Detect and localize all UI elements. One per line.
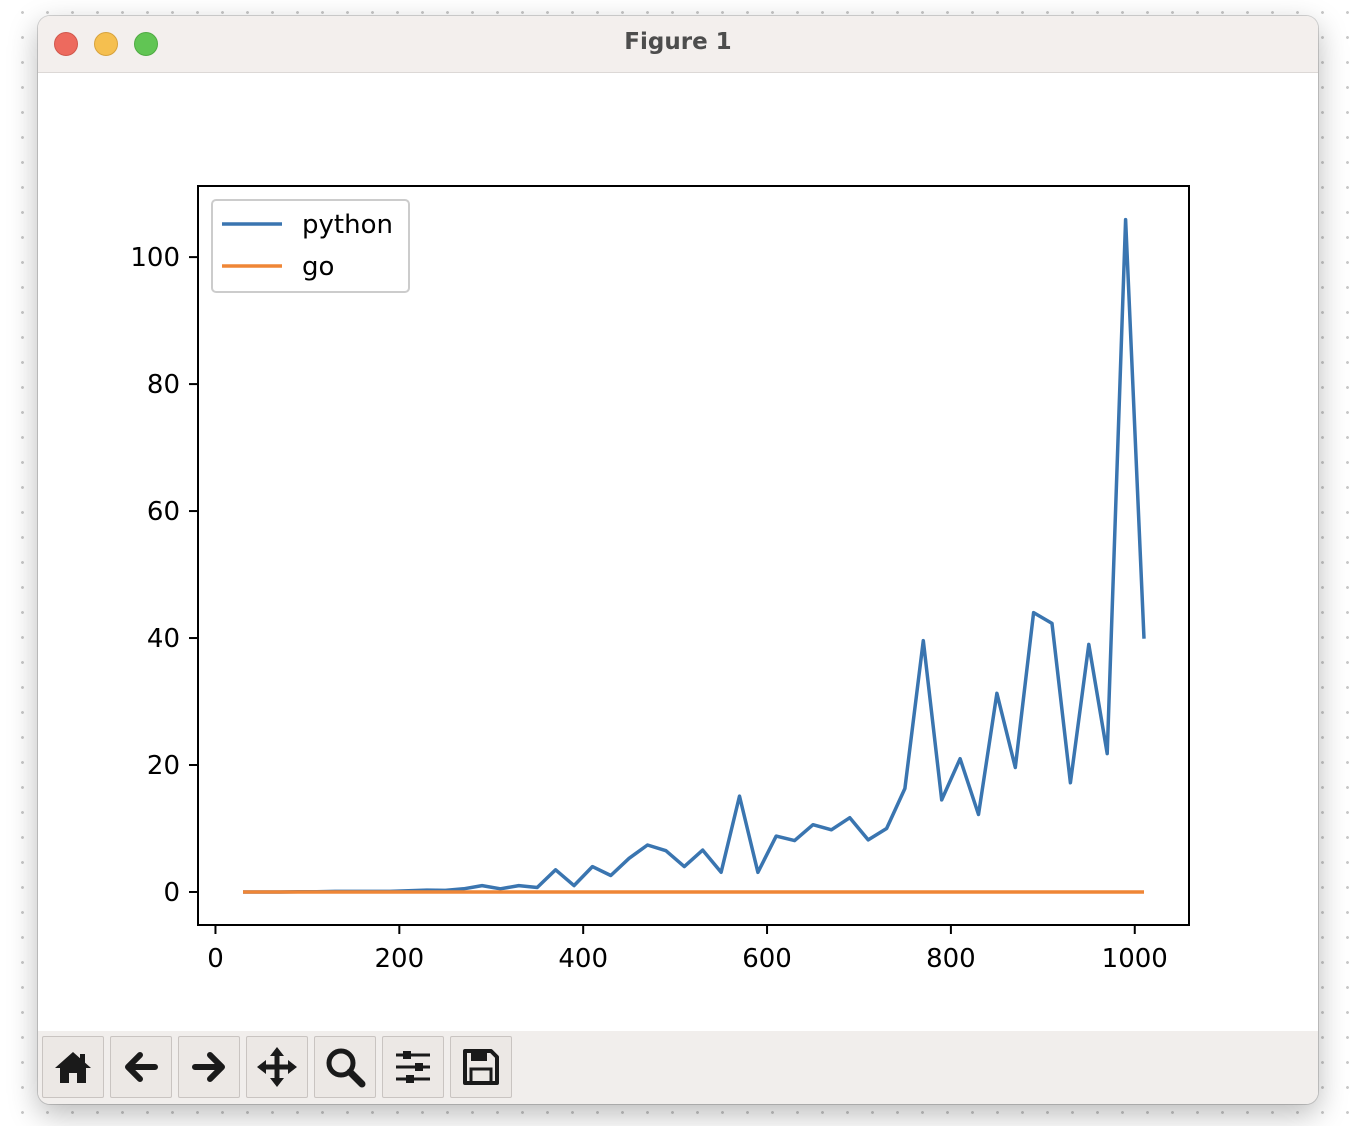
home-icon xyxy=(55,1052,91,1083)
window-title: Figure 1 xyxy=(624,29,732,55)
maximize-window-button[interactable] xyxy=(134,32,158,56)
y-tick-label: 60 xyxy=(147,497,180,527)
sliders-icon xyxy=(396,1051,430,1083)
y-tick-label: 100 xyxy=(130,243,180,273)
legend-label-python: python xyxy=(302,210,393,240)
y-tick-label: 20 xyxy=(147,751,180,781)
move-icon xyxy=(257,1047,297,1087)
floppy-disk-icon xyxy=(463,1049,499,1085)
arrow-right-icon xyxy=(192,1052,225,1082)
magnifier-icon xyxy=(326,1048,366,1088)
y-tick-label: 0 xyxy=(163,878,180,908)
x-tick-label: 400 xyxy=(558,944,608,974)
forward-button[interactable] xyxy=(178,1036,240,1098)
y-tick-label: 80 xyxy=(147,370,180,400)
x-tick-label: 800 xyxy=(926,944,976,974)
plot-area xyxy=(198,186,1189,925)
zoom-button[interactable] xyxy=(314,1036,376,1098)
configure-subplots-button[interactable] xyxy=(382,1036,444,1098)
plot-canvas[interactable]: 0 200 400 600 800 1000 0 20 40 60 80 100 python go xyxy=(38,73,1318,1031)
legend-label-go: go xyxy=(302,252,334,282)
pan-button[interactable] xyxy=(246,1036,308,1098)
save-button[interactable] xyxy=(450,1036,512,1098)
navigation-toolbar xyxy=(38,1031,1318,1104)
figure-window: Figure 1 0 200 400 600 800 1000 0 20 40 60 80 100 py… xyxy=(38,16,1318,1104)
title-bar: Figure 1 xyxy=(38,16,1318,73)
arrow-left-icon xyxy=(125,1052,158,1082)
x-tick-label: 0 xyxy=(207,944,224,974)
axes-frame xyxy=(197,185,1190,926)
x-tick-label: 600 xyxy=(742,944,792,974)
y-tick-label: 40 xyxy=(147,624,180,654)
home-button[interactable] xyxy=(42,1036,104,1098)
x-tick-label: 1000 xyxy=(1102,944,1168,974)
back-button[interactable] xyxy=(110,1036,172,1098)
minimize-window-button[interactable] xyxy=(94,32,118,56)
close-window-button[interactable] xyxy=(54,32,78,56)
x-tick-label: 200 xyxy=(375,944,425,974)
